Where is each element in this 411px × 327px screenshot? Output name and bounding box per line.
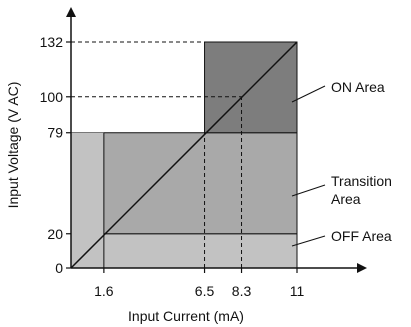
transition-area-label: Transition Area (331, 173, 392, 207)
off-area-label: OFF Area (331, 228, 392, 244)
y-tick-label-132: 132 (40, 34, 64, 50)
x-tick-label-11: 11 (290, 283, 305, 299)
x-tick-label-8-3: 8.3 (232, 283, 252, 299)
y-axis-title: Input Voltage (V AC) (5, 82, 21, 209)
x-tick-label-1-6: 1.6 (94, 283, 114, 299)
low-current-off-region (71, 132, 104, 268)
x-tick-label-6-5: 6.5 (195, 283, 215, 299)
y-tick-label-79: 79 (47, 125, 63, 141)
x-axis-title: Input Current (mA) (128, 308, 244, 324)
labels-layer: Input Current (mA) Input Voltage (V AC) … (5, 79, 392, 324)
line-layer (70, 41, 298, 269)
diagonal-line (70, 41, 298, 269)
ticks-layer: 0 20 79 100 132 1.6 6.5 8.3 11 (40, 34, 305, 299)
transition-area-region (70, 132, 298, 235)
on-area-label: ON Area (331, 79, 385, 95)
transition-area-leader (291, 184, 326, 197)
axis-layer (66, 7, 367, 273)
on-area-leader (291, 85, 326, 103)
off-area-region (70, 233, 298, 269)
y-tick-label-0: 0 (55, 260, 63, 276)
y-tick-label-100: 100 (40, 89, 64, 105)
y-tick-label-20: 20 (47, 226, 63, 242)
off-area-leader (291, 235, 326, 247)
